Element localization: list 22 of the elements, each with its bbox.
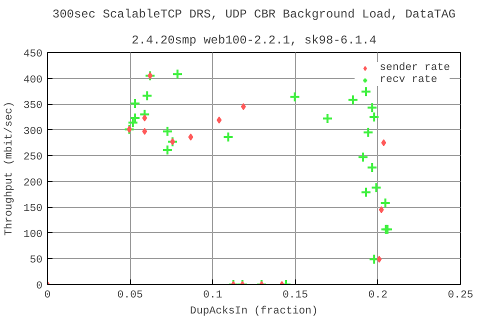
x-tick-label: 0.15: [282, 290, 308, 302]
x-tick-label: 0.25: [448, 290, 474, 302]
x-axis-title: DupAcksIn (fraction): [190, 306, 318, 318]
y-tick-label: 300: [23, 126, 43, 138]
y-tick-label: 450: [23, 48, 43, 60]
legend-label: recv rate: [380, 74, 438, 86]
y-tick-label: 50: [30, 254, 43, 267]
y-tick-label: 250: [23, 152, 43, 164]
y-tick-label: 200: [23, 177, 43, 190]
legend-label: sender rate: [380, 62, 450, 74]
y-tick-label: 100: [23, 228, 43, 241]
chart-title: 300sec ScalableTCP DRS, UDP CBR Background Load, DataTAG: [52, 8, 456, 22]
y-axis-title: Throughput (mbit/sec): [3, 101, 16, 236]
x-tick-label: 0.2: [368, 290, 388, 302]
x-tick-label: 0.1: [203, 290, 222, 302]
y-tick-label: 350: [23, 100, 43, 112]
chart-subtitle: 2.4.20smp web100-2.2.1, sk98-6.1.4: [132, 34, 376, 48]
y-tick-label: 400: [23, 74, 43, 86]
y-tick-label: 0: [36, 280, 43, 292]
x-tick-label: 0: [44, 290, 51, 302]
y-tick-label: 150: [23, 203, 43, 216]
x-tick-label: 0.05: [117, 290, 143, 302]
